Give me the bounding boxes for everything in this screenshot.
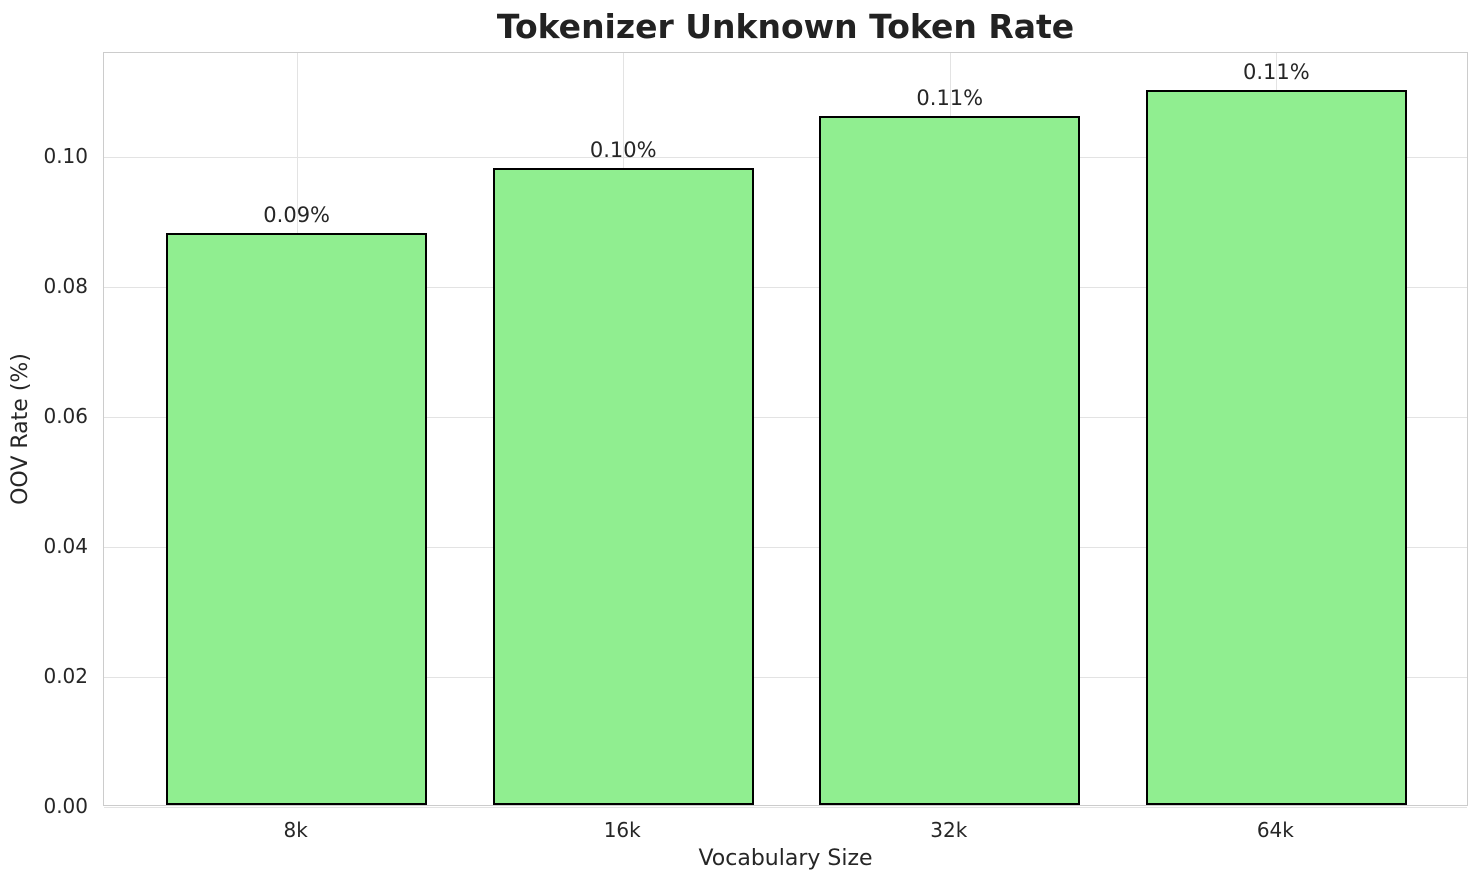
y-tick-label: 0.00 [43, 794, 88, 818]
y-gridline [104, 677, 1467, 678]
bar-8k [166, 233, 428, 805]
y-gridline [104, 287, 1467, 288]
x-tick-label: 64k [1256, 818, 1294, 842]
bar-value-label: 0.11% [916, 86, 984, 110]
chart-title: Tokenizer Unknown Token Rate [496, 7, 1075, 46]
x-tick-label: 16k [603, 818, 641, 842]
bar-value-label: 0.11% [1242, 60, 1310, 84]
x-tick-label: 8k [283, 818, 308, 842]
y-tick-label: 0.10 [43, 144, 88, 168]
y-tick-label: 0.08 [43, 274, 88, 298]
x-tick-label: 32k [930, 818, 968, 842]
y-gridline [104, 807, 1467, 808]
y-gridline [104, 417, 1467, 418]
bar-32k [819, 116, 1081, 805]
y-tick-label: 0.04 [43, 534, 88, 558]
x-axis-label: Vocabulary Size [698, 846, 873, 871]
bar-64k [1145, 90, 1407, 805]
y-axis-label: OOV Rate (%) [8, 353, 33, 505]
y-tick-label: 0.06 [43, 404, 88, 428]
bar-value-label: 0.09% [263, 203, 331, 227]
y-gridline [104, 157, 1467, 158]
y-gridline [104, 547, 1467, 548]
bar-16k [492, 168, 754, 805]
plot-area: 0.09% 0.10% 0.11% 0.11% [103, 52, 1468, 808]
y-tick-label: 0.02 [43, 664, 88, 688]
bar-value-label: 0.10% [589, 138, 657, 162]
